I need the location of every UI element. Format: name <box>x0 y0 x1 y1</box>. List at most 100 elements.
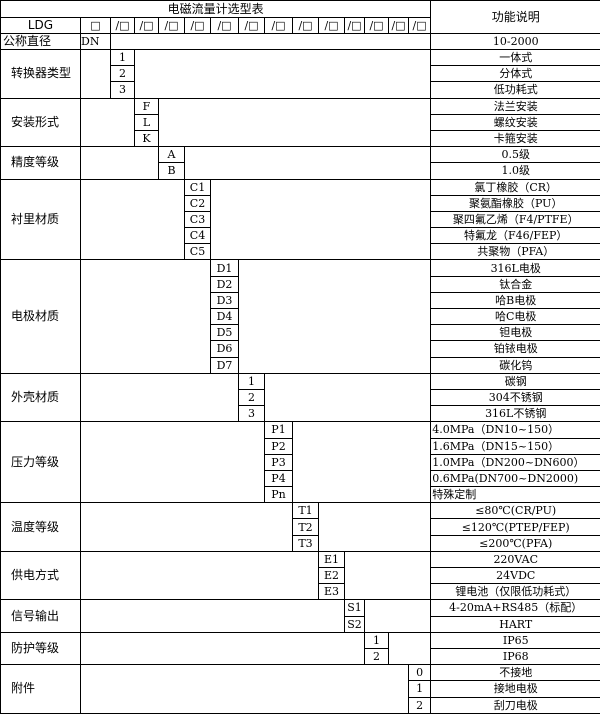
group-label: 附件 <box>0 664 81 714</box>
option-description: 304不锈钢 <box>430 388 600 407</box>
option-code: D1 <box>210 259 239 277</box>
option-description: 卡箍安装 <box>430 129 600 148</box>
option-description: 锂电池（仅限低功耗式） <box>430 583 600 601</box>
option-code: B <box>158 162 185 180</box>
table-row: C3 聚四氟乙烯（F4/PTFE） <box>1 210 600 229</box>
table-row: P4 0.6MPa(DN700~DN2000) <box>1 469 600 488</box>
model-slot-box: /□ <box>264 17 293 34</box>
table-row: B 1.0级 <box>1 162 600 180</box>
group-label: 安装形式 <box>0 97 81 148</box>
option-description: 0.6MPa(DN700~DN2000) <box>430 469 600 488</box>
option-description: 24VDC <box>430 566 600 585</box>
table-row: 附件 0 不接地 <box>0 664 600 714</box>
option-code: D3 <box>210 291 239 310</box>
option-description: 法兰安装 <box>430 97 600 115</box>
option-code: E1 <box>318 550 345 569</box>
option-description: 共聚物（PFA） <box>430 243 600 261</box>
option-description: 1.0MPa（DN200~DN600） <box>430 453 600 471</box>
option-code: A <box>158 146 185 164</box>
option-description: 4-20mA+RS485（标配） <box>430 599 600 617</box>
option-description: 刮刀电极 <box>430 696 600 714</box>
group-label: 精度等级 <box>0 146 81 180</box>
nominal-diameter-desc: 10-2000 <box>430 33 600 50</box>
option-description: 聚氨酯橡胶（PU） <box>430 194 600 212</box>
table-row: 信号输出 S1 4-20mA+RS485（标配） <box>0 599 600 633</box>
empty-cell <box>291 421 432 504</box>
option-code: T3 <box>292 534 319 552</box>
table-row: 转换器类型 1 一体式 <box>0 48 600 99</box>
option-description: 一体式 <box>430 48 600 67</box>
option-code: 1 <box>407 680 432 698</box>
group-label: 压力等级 <box>0 421 81 504</box>
empty-cell <box>80 631 365 666</box>
group-label: 外壳材质 <box>0 372 81 423</box>
model-slot-box: /□ <box>292 17 319 34</box>
option-description: IP65 <box>430 631 600 649</box>
option-description: 0.5级 <box>430 146 600 164</box>
empty-cell <box>80 421 265 504</box>
option-code: 2 <box>407 696 432 714</box>
option-code: C2 <box>184 194 211 212</box>
option-code: Pn <box>264 486 293 504</box>
option-description: 1.6MPa（DN15~150） <box>430 437 600 455</box>
option-description: HART <box>430 615 600 633</box>
empty-cell <box>109 33 432 50</box>
table-row: T3 ≤200℃(PFA) <box>1 534 600 552</box>
option-description: 钽电极 <box>430 324 600 342</box>
table-row: 衬里材质 C1 氯丁橡胶（CR） <box>0 178 600 261</box>
option-code: 2 <box>110 65 135 83</box>
empty-cell <box>183 146 432 180</box>
empty-cell <box>80 372 239 423</box>
model-slot-box: /□ <box>364 17 389 34</box>
option-code: K <box>134 129 159 148</box>
option-code: D2 <box>210 275 239 293</box>
empty-cell <box>363 599 432 633</box>
group-label: 信号输出 <box>0 599 81 633</box>
table-row: 供电方式 E1 220VAC <box>0 550 600 601</box>
model-slot-box: /□ <box>238 17 265 34</box>
group-label: 供电方式 <box>0 550 81 601</box>
empty-cell <box>80 664 409 714</box>
option-code: P2 <box>264 437 293 455</box>
option-code: E2 <box>318 566 345 585</box>
table-row: C5 共聚物（PFA） <box>1 243 600 261</box>
table-row: 防护等级 1 IP65 <box>0 631 600 666</box>
option-description: 不接地 <box>430 664 600 682</box>
option-description: 分体式 <box>430 65 600 83</box>
table-row: P3 1.0MPa（DN200~DN600） <box>1 453 600 471</box>
table-row: E3 锂电池（仅限低功耗式） <box>1 583 600 601</box>
empty-cell <box>80 178 185 261</box>
model-slot-box: /□ <box>318 17 345 34</box>
model-code: LDG <box>0 17 81 34</box>
option-description: 特殊定制 <box>430 486 600 504</box>
option-description: 1.0级 <box>430 162 600 180</box>
option-code: C4 <box>184 227 211 245</box>
group-label: 防护等级 <box>0 631 81 666</box>
option-description: ≤200℃(PFA) <box>430 534 600 552</box>
empty-cell <box>317 502 432 552</box>
option-code: S1 <box>344 599 365 617</box>
table-row: E2 24VDC <box>1 566 600 585</box>
option-code: S2 <box>344 615 365 633</box>
model-slot-box: /□ <box>388 17 409 34</box>
option-code: 1 <box>238 372 265 390</box>
empty-cell <box>80 259 211 374</box>
table-row: P2 1.6MPa（DN15~150） <box>1 437 600 455</box>
option-code: C5 <box>184 243 211 261</box>
model-slot-box: /□ <box>344 17 365 34</box>
option-code: F <box>134 97 159 115</box>
option-code: 3 <box>110 81 135 99</box>
empty-cell <box>263 372 432 423</box>
option-code: 2 <box>364 647 389 666</box>
table-row: 3 低功耗式 <box>1 81 600 99</box>
option-description: 铂铱电极 <box>430 340 600 358</box>
option-code: D6 <box>210 340 239 358</box>
empty-cell <box>343 550 432 601</box>
option-code: P4 <box>264 469 293 488</box>
empty-cell <box>237 259 432 374</box>
option-description: 接地电极 <box>430 680 600 698</box>
model-slot-box: /□ <box>134 17 159 34</box>
option-description: 氯丁橡胶（CR） <box>430 178 600 196</box>
